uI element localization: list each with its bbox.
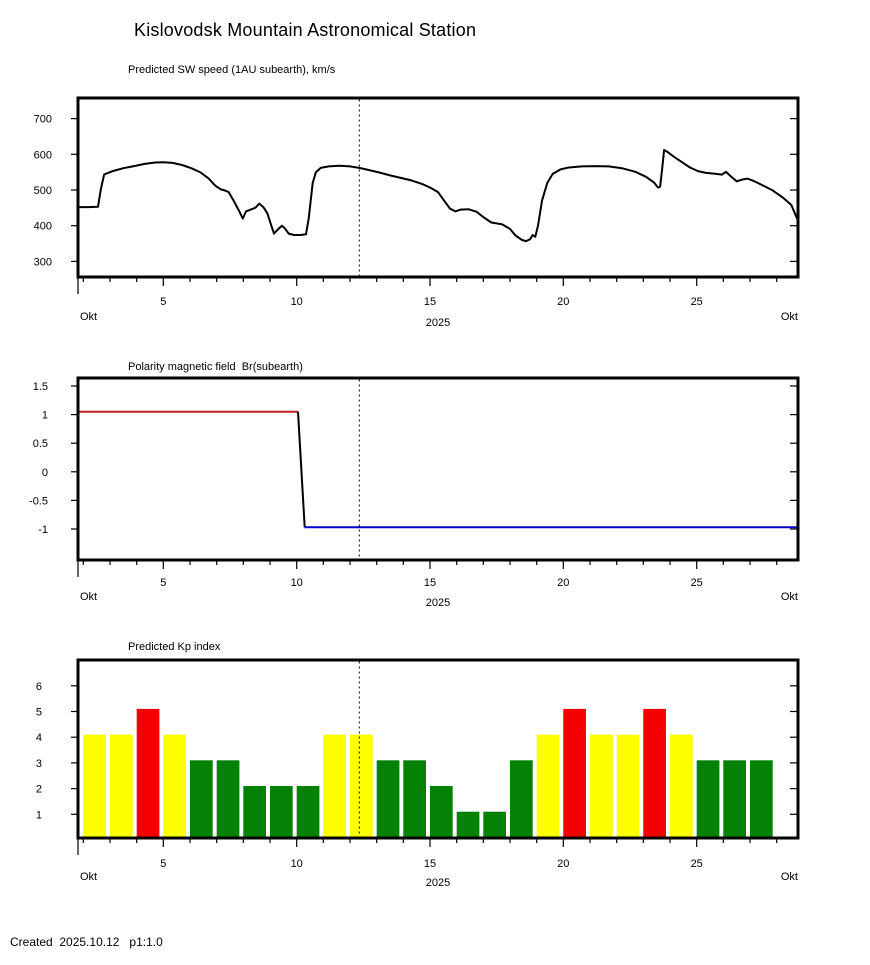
x-tick-label: 25 [691,858,703,870]
plot-frame [76,658,800,840]
kp-bar-okt-17 [483,811,506,838]
y-tick-label: 1.5 [33,381,48,393]
y-tick-label: 2 [36,784,42,796]
y-tick-label: 3 [36,758,42,770]
x-tick-label: 5 [160,577,166,589]
created-stamp: Created 2025.10.12 p1:1.0 [10,935,163,949]
y-tick-label: 400 [34,221,52,233]
kp-bar-okt-11 [323,734,346,838]
chart3-month-left: Okt [80,871,98,883]
chart2-month-right: Okt [780,591,798,603]
chart3-month-right: Okt [780,871,798,883]
y-tick-label: -1 [38,524,48,536]
chart-2: 1.5 1 0.5 0 -0.5 -1 5 10 15 20 25 [29,376,800,589]
y-tick-label: 1 [42,410,48,422]
x-tick-label: 15 [424,577,436,589]
x-tick-label: 25 [691,296,703,308]
kp-bar-okt-23 [643,708,666,838]
predicted-sw-speed-line [78,149,799,243]
y-tick-label: 0 [42,467,48,479]
plot-frame [76,96,800,279]
kp-bar-okt-10 [296,786,320,838]
plot-frame [76,376,800,562]
y-tick-label: 600 [34,149,52,161]
x-tick-label: 10 [291,296,303,308]
chart-1: 700 600 500 400 300 5 10 15 20 25 [34,96,800,308]
polarity-transition-line [297,411,306,528]
x-tick-label: 10 [291,577,303,589]
y-tick-label: 700 [34,114,52,126]
y-tick-label: 500 [34,185,52,197]
x-tick-label: 20 [557,296,569,308]
x-tick-label: 10 [291,858,303,870]
kp-bar-okt-3 [110,734,133,838]
x-tick-label: 15 [424,296,436,308]
kp-bar-okt-9 [270,786,293,838]
x-tick-label: 5 [160,296,166,308]
kp-bar-okt-16 [456,811,480,838]
y-tick-label: 6 [36,681,42,693]
x-tick-label: 20 [557,577,569,589]
kp-bar-okt-8 [243,786,266,838]
y-tick-label: -0.5 [29,495,48,507]
y-tick-label: 1 [36,809,42,821]
chart1-title: Predicted SW speed (1AU subearth), km/s [128,64,336,76]
kp-bar-okt-18 [510,760,533,838]
kp-bar-okt-26 [723,760,746,838]
page-title: Kislovodsk Mountain Astronomical Station [134,20,477,40]
chart1-year: 2025 [425,317,451,329]
kp-bar-okt-22 [616,734,640,838]
x-tick-label: 5 [160,858,166,870]
kp-bar-okt-7 [216,760,240,838]
kp-bar-okt-2 [83,734,106,838]
kp-bar-okt-13 [376,760,400,838]
kp-bar-okt-24 [670,734,693,838]
x-tick-label: 20 [557,858,569,870]
kp-bar-okt-27 [750,760,773,838]
kp-bar-okt-6 [190,760,213,838]
x-tick-label: 15 [424,858,436,870]
kp-bar-okt-4 [136,708,160,838]
y-tick-label: 4 [36,732,42,744]
kp-bar-okt-15 [430,786,453,838]
chart2-year: 2025 [425,597,451,609]
kp-bar-okt-20 [563,708,586,838]
kp-bar-okt-14 [403,760,426,838]
y-tick-label: 300 [34,256,52,268]
x-tick-label: 25 [691,577,703,589]
y-tick-label: 5 [36,707,42,719]
chart1-month-right: Okt [780,311,798,323]
kp-bar-okt-12 [350,734,373,838]
kp-bar-okt-21 [590,734,613,838]
kp-bar-okt-25 [696,760,720,838]
chart3-title: Predicted Kp index [128,641,221,653]
chart1-month-left: Okt [80,311,98,323]
chart2-month-left: Okt [80,591,98,603]
kp-bar-okt-19 [536,734,560,838]
y-tick-label: 0.5 [33,438,48,450]
chart3-year: 2025 [425,877,451,889]
kp-bar-okt-5 [163,734,186,838]
chart2-title: Polarity magnetic field Br(subearth) [128,361,303,373]
